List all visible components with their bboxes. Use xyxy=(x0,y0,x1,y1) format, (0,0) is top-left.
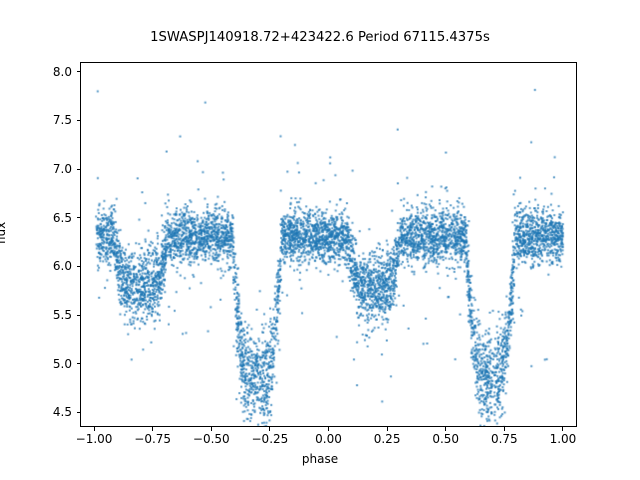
plot-axes xyxy=(80,62,577,427)
scatter-data-layer xyxy=(81,63,576,426)
y-tick-mark xyxy=(76,217,80,219)
x-tick-mark xyxy=(269,427,271,431)
y-tick-mark xyxy=(76,363,80,365)
y-tick-mark xyxy=(76,314,80,316)
x-tick-mark xyxy=(210,427,212,431)
x-tick-label: 0.50 xyxy=(432,432,460,446)
x-tick-mark xyxy=(93,427,95,431)
y-tick-label: 4.5 xyxy=(52,405,72,420)
y-tick-mark xyxy=(76,411,80,413)
y-tick-label: 6.5 xyxy=(52,210,72,225)
y-tick-mark xyxy=(76,168,80,170)
y-tick-mark xyxy=(76,71,80,73)
x-tick-label: −0.25 xyxy=(251,432,289,446)
x-tick-label: 0.75 xyxy=(490,432,518,446)
x-tick-label: −0.75 xyxy=(134,432,172,446)
x-tick-mark xyxy=(386,427,388,431)
y-tick-mark xyxy=(76,119,80,121)
y-tick-mark xyxy=(76,265,80,267)
x-tick-label: 0.25 xyxy=(373,432,401,446)
x-tick-mark xyxy=(328,427,329,431)
y-tick-label: 6.0 xyxy=(52,259,72,274)
x-tick-mark xyxy=(445,427,447,431)
x-tick-label: −1.00 xyxy=(75,432,113,446)
x-tick-mark xyxy=(503,427,505,431)
y-axis-label: flux xyxy=(0,221,8,244)
x-tick-mark xyxy=(152,427,154,431)
x-tick-label: −0.50 xyxy=(192,432,230,446)
x-tick-label: 1.00 xyxy=(549,432,577,446)
x-tick-label: 0.00 xyxy=(315,432,342,446)
y-tick-label: 5.0 xyxy=(52,356,72,371)
x-tick-mark xyxy=(562,427,564,431)
y-tick-label: 7.0 xyxy=(52,162,72,177)
y-tick-label: 7.5 xyxy=(52,113,72,128)
x-axis-label: phase xyxy=(301,452,339,466)
y-tick-label: 8.0 xyxy=(52,64,72,79)
y-tick-label: 5.5 xyxy=(52,308,72,323)
page-title: 1SWASPJ140918.72+423422.6 Period 67115.4… xyxy=(150,30,490,45)
